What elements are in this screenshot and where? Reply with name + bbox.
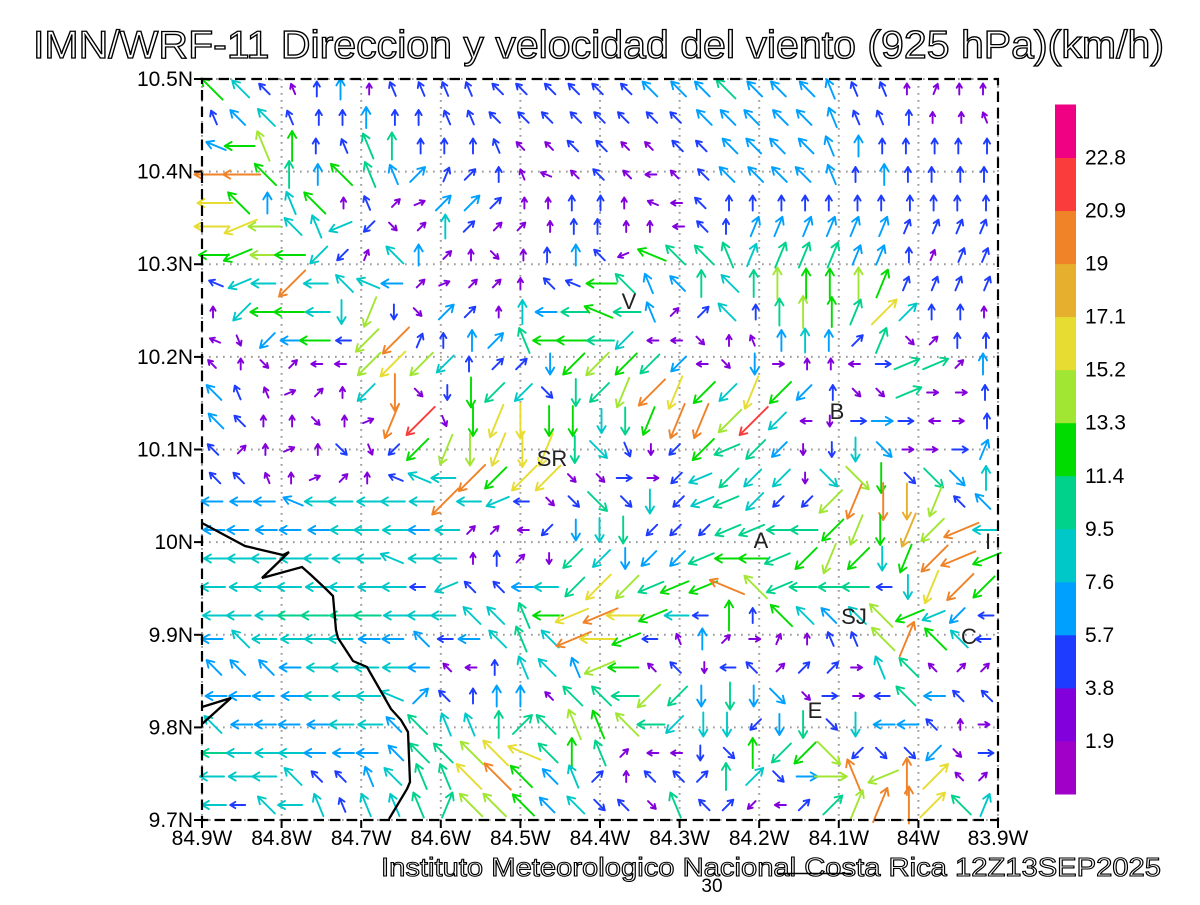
svg-text:13.3: 13.3 bbox=[1085, 412, 1126, 435]
svg-text:9.7N: 9.7N bbox=[149, 809, 193, 832]
svg-text:3.8: 3.8 bbox=[1085, 677, 1114, 700]
svg-text:10.2N: 10.2N bbox=[137, 346, 193, 369]
svg-text:84.7W: 84.7W bbox=[331, 827, 392, 850]
svg-text:84.3W: 84.3W bbox=[649, 827, 710, 850]
svg-text:11.4: 11.4 bbox=[1085, 465, 1125, 488]
svg-text:C: C bbox=[961, 624, 977, 649]
svg-text:84.6W: 84.6W bbox=[410, 827, 471, 850]
svg-text:I: I bbox=[985, 529, 991, 554]
svg-text:84W: 84W bbox=[897, 827, 940, 850]
svg-text:9.9N: 9.9N bbox=[149, 624, 193, 647]
svg-text:Instituto Meteorologico Nacion: Instituto Meteorologico Nacional Costa R… bbox=[381, 852, 1161, 882]
svg-text:84.5W: 84.5W bbox=[490, 827, 551, 850]
svg-text:20.9: 20.9 bbox=[1085, 200, 1126, 223]
svg-text:E: E bbox=[808, 698, 823, 723]
svg-text:84.1W: 84.1W bbox=[808, 827, 869, 850]
svg-text:IMN/WRF-11 Direccion y velocid: IMN/WRF-11 Direccion y velocidad del vie… bbox=[33, 24, 1164, 67]
svg-text:84.9W: 84.9W bbox=[172, 827, 233, 850]
svg-text:83.9W: 83.9W bbox=[968, 827, 1029, 850]
svg-text:15.2: 15.2 bbox=[1085, 359, 1126, 382]
svg-text:84.2W: 84.2W bbox=[729, 827, 790, 850]
svg-text:7.6: 7.6 bbox=[1085, 571, 1114, 594]
svg-text:84.8W: 84.8W bbox=[251, 827, 312, 850]
svg-text:10N: 10N bbox=[154, 531, 193, 554]
svg-text:30: 30 bbox=[701, 876, 722, 897]
svg-text:10.5N: 10.5N bbox=[137, 68, 193, 91]
svg-text:17.1: 17.1 bbox=[1085, 306, 1126, 329]
svg-text:1.9: 1.9 bbox=[1085, 730, 1114, 753]
svg-text:B: B bbox=[830, 399, 845, 424]
svg-text:84.4W: 84.4W bbox=[570, 827, 631, 850]
svg-text:5.7: 5.7 bbox=[1085, 624, 1114, 647]
svg-text:19: 19 bbox=[1085, 253, 1108, 276]
svg-text:9.5: 9.5 bbox=[1085, 518, 1114, 541]
svg-text:10.1N: 10.1N bbox=[137, 439, 193, 462]
svg-text:SJ: SJ bbox=[841, 604, 867, 629]
svg-text:22.8: 22.8 bbox=[1085, 147, 1126, 170]
svg-text:9.8N: 9.8N bbox=[149, 716, 193, 739]
svg-text:SR: SR bbox=[537, 446, 568, 471]
svg-text:V: V bbox=[622, 289, 637, 314]
svg-text:A: A bbox=[754, 528, 769, 553]
svg-text:10.3N: 10.3N bbox=[137, 253, 193, 276]
svg-text:10.4N: 10.4N bbox=[137, 161, 193, 184]
